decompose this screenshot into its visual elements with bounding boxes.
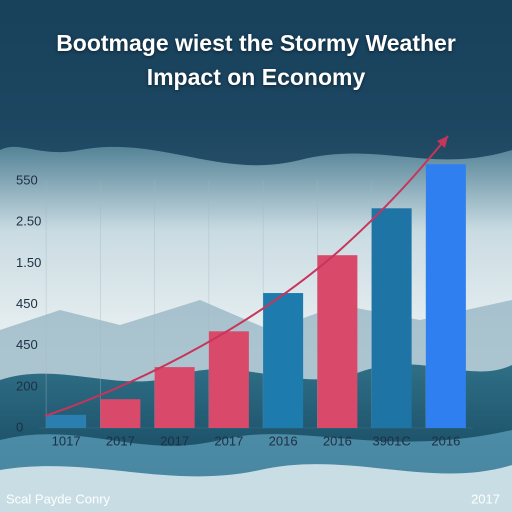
x-tick-label: 2017 <box>214 433 243 448</box>
y-tick-label: 2.50 <box>16 214 41 229</box>
trend-arrow <box>44 135 449 417</box>
storm-clouds <box>0 0 512 166</box>
x-tick-label: 2016 <box>269 433 298 448</box>
x-tick-label: 1017 <box>52 433 81 448</box>
y-tick-label: 200 <box>16 378 38 393</box>
bar <box>100 399 141 428</box>
y-tick-label: 550 <box>16 173 38 188</box>
bar <box>154 367 195 428</box>
x-tick-label: 2017 <box>106 433 135 448</box>
footer-left: Scal Payde Conry <box>6 491 111 506</box>
bar <box>371 208 412 428</box>
x-tick-label: 3901C <box>372 433 410 448</box>
plot-area: 0 200 450 450 1.50 2.50 550 1017 2017 2017 2017 201… <box>16 164 473 448</box>
x-tick-label: 2016 <box>323 433 352 448</box>
chart-title: Bootmage wiest the Stormy Weather Impact… <box>56 30 456 90</box>
bar <box>425 164 466 428</box>
foam <box>0 464 512 512</box>
bar <box>263 293 304 428</box>
y-tick-label: 0 <box>16 419 23 434</box>
y-tick-label: 450 <box>16 337 38 352</box>
trend-arrowhead <box>437 136 448 148</box>
bar <box>46 414 87 428</box>
bar <box>317 255 358 428</box>
y-tick-label: 450 <box>16 296 38 311</box>
bar <box>208 331 249 428</box>
x-tick-label: 2017 <box>160 433 189 448</box>
y-tick-label: 1.50 <box>16 255 41 270</box>
footer-right: 2017 <box>471 491 500 506</box>
x-tick-label: 2016 <box>431 433 460 448</box>
